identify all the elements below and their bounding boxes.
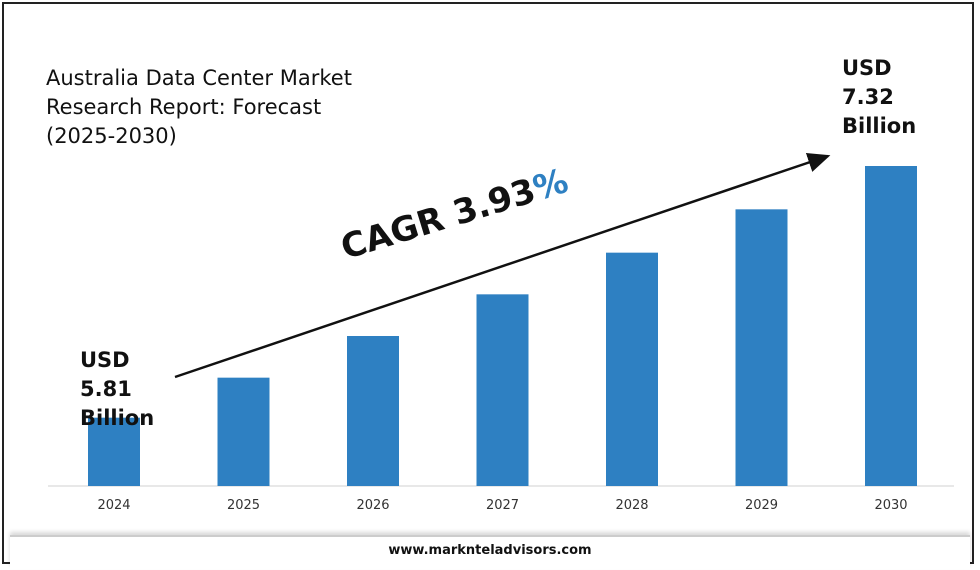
bar-2030 — [865, 166, 917, 486]
bar-2024 — [88, 417, 140, 486]
bar-2027 — [476, 294, 529, 486]
bar-2025 — [217, 377, 270, 486]
end-callout-unit: Billion — [842, 114, 917, 138]
bar-2029 — [735, 209, 788, 487]
x-tick-label-2029: 2029 — [745, 498, 778, 513]
footer-bar: www.marknteladvisors.com — [10, 535, 970, 569]
cagr-trend-arrow — [174, 152, 831, 379]
chart-title-line-3: (2025-2030) — [46, 124, 177, 148]
x-tick-label-2024: 2024 — [97, 498, 130, 513]
chart-title-line-2: Research Report: Forecast — [46, 95, 322, 119]
x-tick-label-2030: 2030 — [874, 498, 907, 513]
x-tick-label-2027: 2027 — [486, 498, 519, 513]
chart-title-line-1: Australia Data Center Market — [46, 66, 352, 90]
website-link[interactable]: www.marknteladvisors.com — [388, 543, 592, 558]
start-callout-currency: USD — [80, 348, 130, 372]
bar-2028 — [606, 252, 658, 486]
x-tick-label-2025: 2025 — [227, 498, 260, 513]
chart-title: Australia Data Center Market Research Re… — [46, 64, 406, 151]
end-callout-currency: USD — [842, 56, 892, 80]
start-value-callout: USD 5.81 Billion — [80, 346, 154, 433]
end-value-callout: USD 7.32 Billion — [842, 54, 916, 141]
start-callout-value: 5.81 — [80, 377, 132, 401]
end-callout-value: 7.32 — [842, 85, 894, 109]
start-callout-unit: Billion — [80, 406, 155, 430]
x-tick-label-2028: 2028 — [615, 498, 648, 513]
x-tick-label-2026: 2026 — [356, 498, 389, 513]
bar-2026 — [347, 336, 399, 486]
